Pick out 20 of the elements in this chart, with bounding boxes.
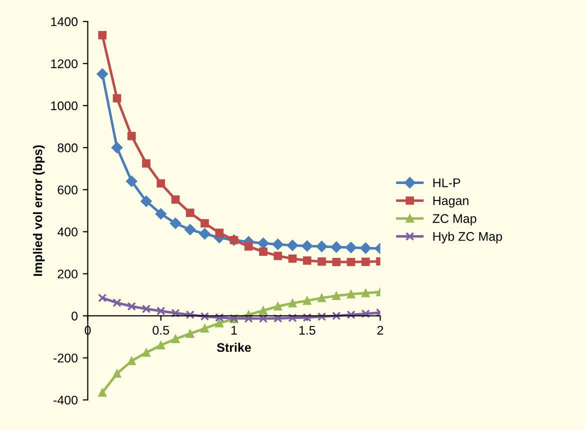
y-tick-label: 200 xyxy=(58,270,78,278)
y-tick-label: 1400 xyxy=(51,17,78,26)
y-tick-label: -400 xyxy=(54,396,78,405)
y-tick-label: 0 xyxy=(72,312,78,320)
x-axis-title: Strike xyxy=(216,342,251,352)
legend-label: Hyb ZC Map xyxy=(433,232,502,244)
y-axis-title: Implied vol error (bps) xyxy=(33,145,45,276)
y-tick-label: 1000 xyxy=(51,101,78,110)
y-tick-label: 800 xyxy=(58,143,78,152)
x-tick-label: 1 xyxy=(231,326,237,335)
x-tick-label: 1.5 xyxy=(299,326,316,335)
legend-label: HL-P xyxy=(433,178,460,188)
legend-label: Hagan xyxy=(433,196,468,208)
y-tick-label: 600 xyxy=(58,185,78,194)
y-tick-label: 1200 xyxy=(51,59,78,68)
x-tick-label: 0.5 xyxy=(152,326,170,335)
y-tick-label: -200 xyxy=(54,354,78,363)
legend-label: ZC Map xyxy=(432,214,476,226)
x-tick-label: 2 xyxy=(377,326,384,335)
y-tick-label: 400 xyxy=(57,228,78,236)
